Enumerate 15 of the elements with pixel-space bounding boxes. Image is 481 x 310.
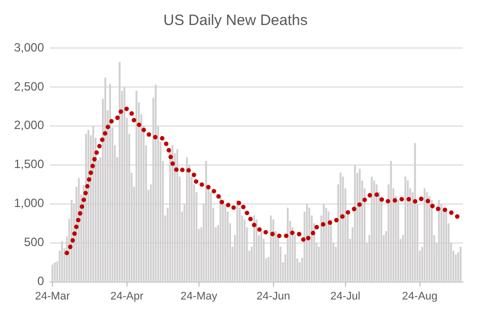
y-tick-label: 1,000 [14, 196, 44, 210]
chart-title: US Daily New Deaths [163, 12, 308, 30]
x-tick-label: 24-Aug [402, 290, 438, 302]
x-tick-label: 24-Mar [35, 290, 70, 302]
x-tick-label: 24-Jun [256, 290, 290, 302]
x-tick-label: 24-May [180, 290, 218, 302]
y-tick-label: 2,000 [14, 118, 44, 132]
y-tick-label: 500 [24, 235, 44, 250]
line-series [64, 106, 460, 256]
y-tick-label: 1,500 [14, 157, 44, 172]
y-tick-label: 2,500 [14, 79, 44, 94]
x-tick-label: 24-Apr [110, 290, 144, 302]
y-tick-label: 0 [37, 274, 44, 288]
y-tick-label: 3,000 [14, 40, 44, 54]
x-tick-label: 24-Jul [330, 290, 360, 302]
